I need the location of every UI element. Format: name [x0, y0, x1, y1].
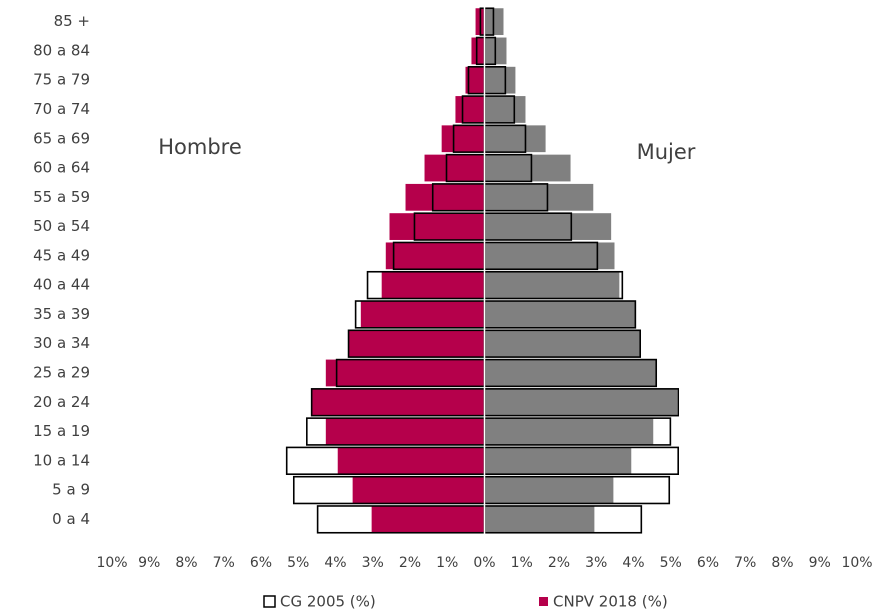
y-tick-label: 5 a 9 [52, 481, 90, 499]
bar [484, 96, 526, 123]
bar [484, 505, 595, 533]
y-tick-label: 20 a 24 [33, 393, 90, 411]
bar [484, 66, 516, 94]
bar [348, 330, 485, 358]
bar [484, 359, 657, 387]
bar [360, 301, 485, 328]
x-tick-label: 1% [436, 555, 458, 571]
bar [484, 242, 615, 270]
x-tick-label: 10% [841, 555, 872, 571]
bar [484, 330, 641, 358]
y-tick-label: 10 a 14 [33, 451, 90, 469]
y-tick-label: 60 a 64 [33, 159, 90, 177]
bar [484, 125, 546, 153]
y-tick-label: 45 a 49 [33, 246, 90, 264]
x-tick-label: 3% [362, 555, 384, 571]
x-tick-label: 4% [324, 555, 346, 571]
y-tick-label: 75 a 79 [33, 71, 90, 89]
annotation: Hombre [158, 135, 242, 159]
x-tick-label: 10% [96, 555, 127, 571]
bar [325, 418, 485, 445]
x-tick-label: 9% [809, 555, 831, 571]
bar [405, 183, 485, 211]
bar [424, 154, 485, 182]
y-tick-label: 50 a 54 [33, 217, 90, 235]
bar [484, 301, 636, 328]
y-tick-label: 85 + [54, 12, 90, 30]
x-tick-label: 6% [697, 555, 719, 571]
bar [484, 476, 614, 504]
bar [484, 271, 620, 299]
bar [465, 66, 485, 94]
bar [484, 447, 632, 475]
bar [484, 418, 654, 445]
y-tick-label: 65 a 69 [33, 129, 90, 147]
y-tick-label: 25 a 29 [33, 363, 90, 381]
bar [455, 96, 485, 123]
x-tick-label: 8% [175, 555, 197, 571]
bar [389, 213, 485, 240]
y-tick-label: 15 a 19 [33, 422, 90, 440]
bar [337, 447, 485, 475]
y-tick-label: 55 a 59 [33, 188, 90, 206]
x-tick-label: 5% [287, 555, 309, 571]
bar [352, 476, 485, 504]
x-tick-label: 9% [138, 555, 160, 571]
x-tick-label: 7% [213, 555, 235, 571]
x-tick-label: 6% [250, 555, 272, 571]
y-tick-label: 70 a 74 [33, 100, 90, 118]
bar [311, 388, 485, 416]
bar [325, 359, 485, 387]
annotation: Mujer [637, 140, 696, 164]
x-tick-label: 1% [511, 555, 533, 571]
bar [385, 242, 485, 270]
y-tick-label: 30 a 34 [33, 334, 90, 352]
legend-label: CG 2005 (%) [280, 593, 376, 611]
x-tick-label: 7% [734, 555, 756, 571]
bar [441, 125, 485, 153]
legend-swatch [539, 597, 548, 606]
legend-swatch [263, 595, 276, 608]
x-tick-label: 4% [622, 555, 644, 571]
bar [381, 271, 485, 299]
x-tick-label: 0% [473, 555, 495, 571]
y-tick-label: 0 a 4 [52, 510, 90, 528]
y-tick-label: 35 a 39 [33, 305, 90, 323]
bar [371, 505, 485, 533]
x-tick-label: 8% [771, 555, 793, 571]
bar [471, 37, 485, 65]
bar [484, 183, 594, 211]
x-tick-label: 5% [660, 555, 682, 571]
y-tick-label: 40 a 44 [33, 276, 90, 294]
bar [484, 154, 571, 182]
x-tick-label: 2% [548, 555, 570, 571]
bar [484, 213, 612, 240]
y-tick-label: 80 a 84 [33, 41, 90, 59]
x-tick-label: 3% [585, 555, 607, 571]
legend-label: CNPV 2018 (%) [553, 593, 668, 611]
x-tick-label: 2% [399, 555, 421, 571]
bar [484, 388, 678, 416]
